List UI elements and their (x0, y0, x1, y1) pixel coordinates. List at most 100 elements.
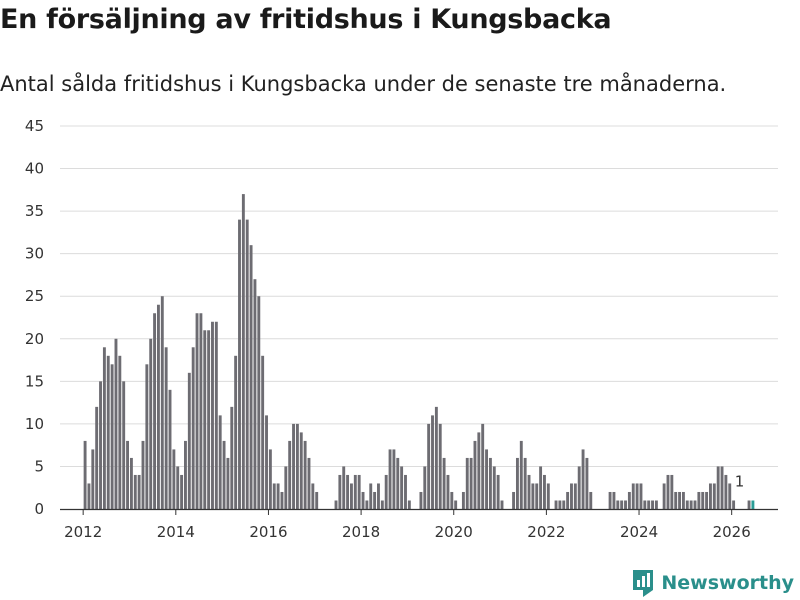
bar (145, 364, 149, 509)
bar (523, 457, 527, 509)
bar (461, 491, 465, 509)
bar (473, 440, 477, 509)
bar (527, 474, 531, 509)
bar (346, 474, 350, 509)
brand: Newsworthy (631, 568, 794, 598)
bar (303, 440, 307, 509)
x-tick-label: 2018 (342, 523, 380, 541)
bar (315, 491, 319, 509)
bar (747, 500, 751, 509)
y-axis-tick-labels: 0 5 10 15 20 25 30 35 40 45 (25, 117, 44, 518)
bar (620, 500, 624, 509)
bar (118, 355, 122, 509)
bar (438, 423, 442, 509)
annotations: 1 (735, 472, 745, 490)
bar (184, 440, 187, 509)
bar (176, 466, 180, 509)
x-tick-label: 2012 (64, 523, 102, 541)
bar (627, 491, 631, 509)
bar (693, 500, 697, 509)
bar (253, 279, 257, 509)
y-tick-label: 45 (25, 117, 44, 135)
bar (207, 330, 211, 509)
bar (728, 483, 732, 509)
bar (295, 423, 299, 509)
bar (272, 483, 276, 509)
bar (338, 474, 342, 509)
y-tick-label: 0 (34, 500, 44, 518)
bar (666, 474, 670, 509)
bar (83, 440, 87, 509)
bar (469, 457, 473, 509)
bar (404, 474, 407, 509)
y-tick-label: 15 (25, 372, 44, 390)
bar (635, 483, 639, 509)
bar (110, 364, 114, 509)
bar (284, 466, 288, 509)
bar (280, 491, 284, 509)
bar (334, 500, 338, 509)
bar (577, 466, 581, 509)
bar (342, 466, 346, 509)
bar (133, 474, 137, 509)
y-tick-label: 5 (34, 457, 44, 475)
bar (245, 219, 249, 509)
bar (257, 296, 261, 509)
bar (380, 500, 384, 509)
bar (558, 500, 562, 509)
bar (400, 466, 404, 509)
bar (643, 500, 647, 509)
bar (678, 491, 682, 509)
bar (238, 219, 241, 509)
bar (612, 491, 616, 509)
bar (581, 449, 585, 509)
bar (122, 381, 126, 509)
bar (701, 491, 705, 509)
bar (160, 296, 164, 509)
x-tick-label: 2026 (713, 523, 751, 541)
bar (276, 483, 280, 509)
bar (230, 406, 234, 509)
y-tick-label: 25 (25, 287, 44, 305)
bar (454, 500, 458, 509)
bar (396, 457, 400, 509)
bar (234, 355, 238, 509)
bar (608, 491, 612, 509)
annotation-label: 1 (735, 472, 745, 490)
bar (492, 466, 496, 509)
brand-name: Newsworthy (661, 572, 794, 594)
bar (137, 474, 141, 509)
y-tick-label: 10 (25, 415, 44, 433)
bar (106, 355, 110, 509)
bar (519, 440, 523, 509)
bar (377, 483, 380, 509)
bar (226, 457, 230, 509)
bar (450, 491, 454, 509)
bar (361, 491, 365, 509)
bar (674, 491, 678, 509)
chart-title: En försäljning av fritidshus i Kungsback… (0, 4, 612, 35)
y-tick-label: 30 (25, 245, 44, 263)
bar (187, 372, 191, 509)
bar (299, 432, 303, 509)
bar (153, 313, 157, 509)
bar (91, 449, 95, 509)
bar (164, 347, 168, 509)
bar (712, 483, 716, 509)
bar (311, 483, 315, 509)
bar (566, 491, 570, 509)
bar (697, 491, 701, 509)
bar (203, 330, 207, 509)
bar (496, 474, 500, 509)
bar (670, 474, 674, 509)
bar (654, 500, 658, 509)
bar (180, 474, 184, 509)
bar (570, 483, 573, 509)
bar (624, 500, 627, 509)
bar (562, 500, 566, 509)
x-tick-label: 2024 (620, 523, 658, 541)
bar (485, 449, 489, 509)
x-tick-label: 2016 (249, 523, 287, 541)
bar (531, 483, 535, 509)
bar (99, 381, 102, 509)
